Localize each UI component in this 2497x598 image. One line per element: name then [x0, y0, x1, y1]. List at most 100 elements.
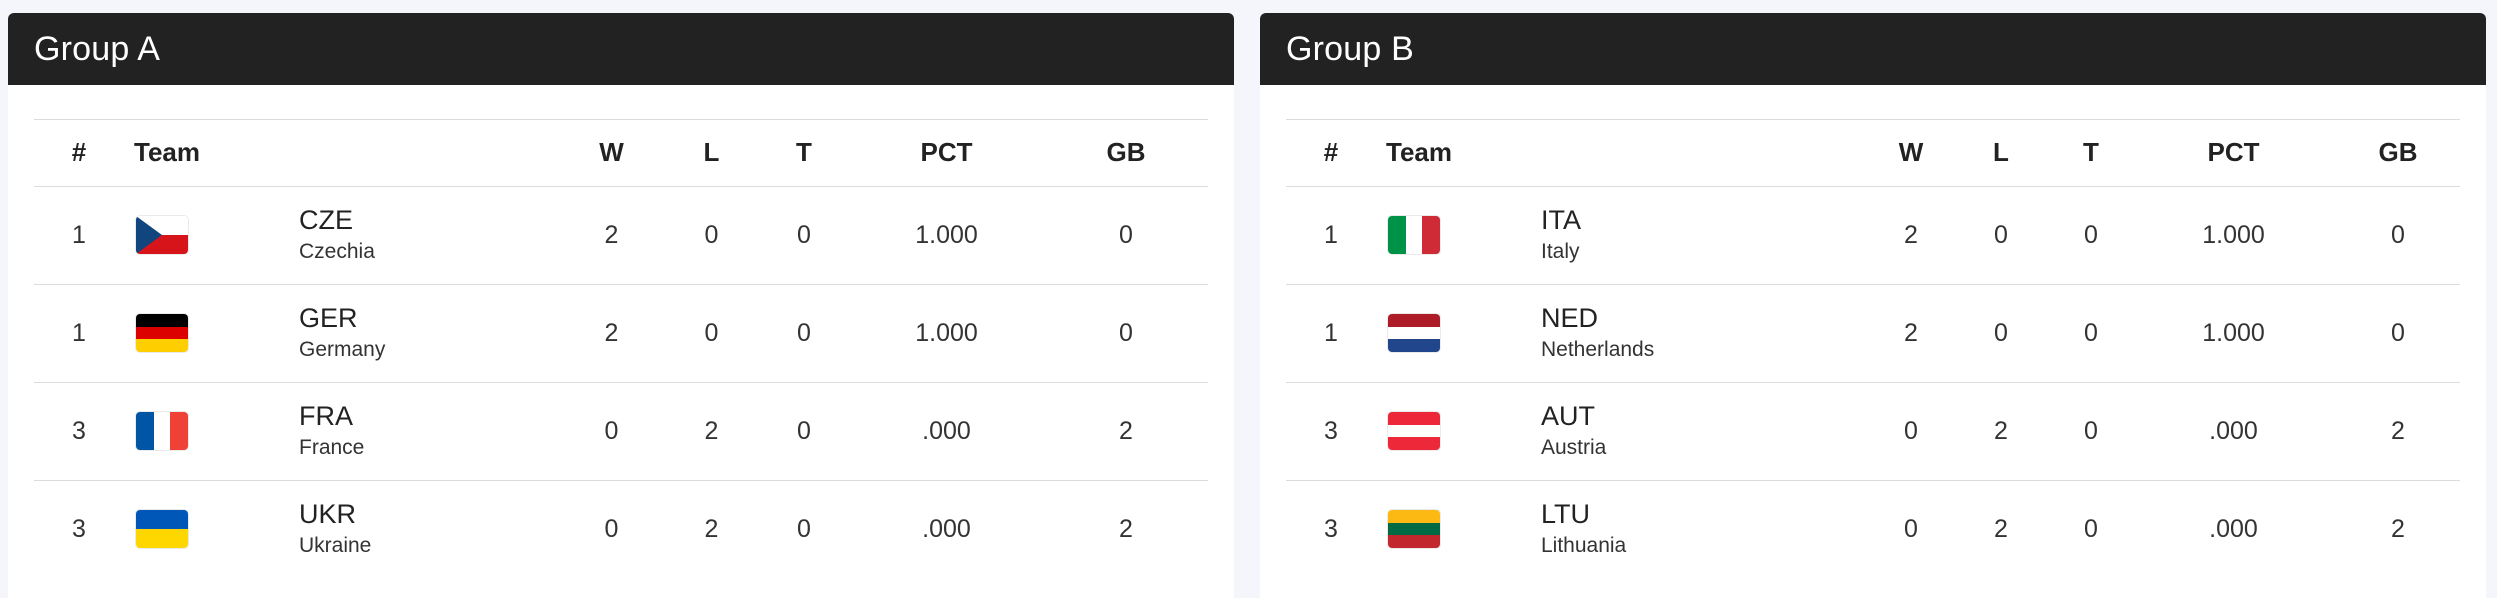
- losses-header[interactable]: L: [1951, 120, 2051, 187]
- table-row[interactable]: 1 ITA Italy 2 0 0 1.000 0: [1286, 186, 2460, 285]
- team-header[interactable]: Team: [124, 120, 559, 187]
- table-row[interactable]: 3 UKR Ukraine 0 2 0 .000 2: [34, 480, 1208, 578]
- country-name: France: [299, 436, 365, 459]
- team-code[interactable]: GER: [299, 303, 358, 333]
- pct-header[interactable]: PCT: [2131, 120, 2336, 187]
- country-name: Lithuania: [1541, 534, 1627, 558]
- team-code[interactable]: ITA: [1541, 205, 1581, 235]
- team-name-cell[interactable]: CZE Czechia: [299, 186, 559, 285]
- gb-header[interactable]: GB: [2336, 120, 2460, 187]
- gb-cell: 0: [1044, 186, 1208, 285]
- ties-header[interactable]: T: [759, 120, 849, 187]
- table-row[interactable]: 3 LTU Lithuania 0 2 0 .000 2: [1286, 480, 2460, 578]
- group-title: Group A: [8, 13, 1234, 85]
- pct-cell: 1.000: [2131, 284, 2336, 383]
- gb-cell: 2: [1044, 382, 1208, 481]
- ties-cell: 0: [2051, 186, 2131, 285]
- losses-cell: 2: [664, 382, 759, 481]
- ties-cell: 0: [797, 514, 811, 543]
- ukrainian-flag-icon[interactable]: [136, 510, 188, 549]
- ties-cell: 0: [759, 284, 849, 383]
- ties-cell: 0: [2051, 382, 2131, 481]
- pct-cell: .000: [2209, 514, 2258, 543]
- losses-cell: 2: [1994, 514, 2008, 543]
- rank-cell: 1: [1286, 186, 1376, 285]
- team-name-cell[interactable]: ITA Italy: [1541, 186, 1871, 285]
- ties-cell: 0: [759, 186, 849, 285]
- rank-cell: 3: [1324, 514, 1338, 543]
- rank-header[interactable]: #: [1286, 120, 1376, 187]
- gb-cell: 2: [1119, 514, 1133, 543]
- team-header[interactable]: Team: [1376, 120, 1871, 187]
- austrian-flag-icon[interactable]: [1388, 412, 1440, 450]
- german-flag-icon[interactable]: [136, 314, 188, 352]
- french-flag-icon[interactable]: [136, 412, 188, 450]
- losses-cell: 0: [664, 186, 759, 285]
- gb-header[interactable]: GB: [1044, 120, 1208, 187]
- country-name: Germany: [299, 338, 386, 361]
- table-row[interactable]: 1 NED Netherlands 2 0 0 1.000 0: [1286, 284, 2460, 383]
- wins-cell: 2: [1871, 186, 1951, 285]
- team-name-cell[interactable]: LTU Lithuania: [1541, 480, 1871, 578]
- table-row[interactable]: 1 GER Germany 2 0 0 1.000 0: [34, 284, 1208, 383]
- group-title: Group B: [1260, 13, 2486, 85]
- dutch-flag-icon[interactable]: [1388, 314, 1440, 352]
- team-code[interactable]: CZE: [299, 205, 353, 235]
- gb-cell: 0: [2336, 284, 2460, 383]
- wins-cell: 2: [559, 284, 664, 383]
- wins-header[interactable]: W: [1871, 120, 1951, 187]
- country-name: Austria: [1541, 436, 1607, 459]
- wins-cell: 0: [559, 382, 664, 481]
- rank-cell: 1: [34, 186, 124, 285]
- pct-cell: 1.000: [849, 284, 1044, 383]
- wins-header[interactable]: W: [559, 120, 664, 187]
- losses-cell: 2: [1951, 382, 2051, 481]
- standings-table: # Team W L T PCT GB 1: [1286, 120, 2460, 578]
- rank-cell: 1: [34, 284, 124, 383]
- losses-cell: 2: [704, 514, 719, 543]
- country-name: Czechia: [299, 240, 375, 263]
- team-name-cell[interactable]: FRA France: [299, 382, 559, 481]
- table-row[interactable]: 1 CZE Czechia 2 0 0 1.000 0: [34, 186, 1208, 285]
- table-row[interactable]: 3 AUT Austria 0 2 0 .000 2: [1286, 382, 2460, 481]
- gb-cell: 0: [1044, 284, 1208, 383]
- losses-cell: 0: [664, 284, 759, 383]
- table-row[interactable]: 3 FRA France 0 2 0 .000 2: [34, 382, 1208, 481]
- ties-cell: 0: [2051, 284, 2131, 383]
- pct-cell: 1.000: [849, 186, 1044, 285]
- team-name-cell[interactable]: AUT Austria: [1541, 382, 1871, 481]
- pct-cell: 1.000: [2131, 186, 2336, 285]
- team-code[interactable]: FRA: [299, 401, 353, 431]
- team-code[interactable]: AUT: [1541, 401, 1595, 431]
- rank-cell: 3: [34, 382, 124, 481]
- losses-cell: 0: [1951, 284, 2051, 383]
- team-code[interactable]: UKR: [299, 499, 357, 530]
- pct-cell: .000: [2131, 382, 2336, 481]
- team-code[interactable]: LTU: [1541, 499, 1591, 530]
- ties-cell: 0: [759, 382, 849, 481]
- rank-cell: 3: [1286, 382, 1376, 481]
- team-name-cell[interactable]: GER Germany: [299, 284, 559, 383]
- country-name: Italy: [1541, 240, 1580, 263]
- group-a-panel: Group A # Team W L T PCT GB: [8, 13, 1234, 598]
- ties-cell: 0: [2084, 514, 2098, 543]
- gb-cell: 0: [2336, 186, 2460, 285]
- pct-header[interactable]: PCT: [849, 120, 1044, 187]
- wins-cell: 2: [1871, 284, 1951, 383]
- team-code[interactable]: NED: [1541, 303, 1599, 333]
- team-name-cell[interactable]: UKR Ukraine: [299, 480, 559, 578]
- losses-header[interactable]: L: [664, 120, 759, 187]
- czech-flag-icon[interactable]: [136, 216, 188, 254]
- lithuanian-flag-icon[interactable]: [1388, 510, 1440, 549]
- wins-cell: 0: [604, 514, 619, 543]
- wins-cell: 0: [1904, 514, 1918, 543]
- italian-flag-icon[interactable]: [1388, 216, 1440, 254]
- losses-cell: 0: [1951, 186, 2051, 285]
- rank-header[interactable]: #: [34, 120, 124, 187]
- rank-cell: 3: [72, 514, 86, 543]
- rank-cell: 1: [1286, 284, 1376, 383]
- team-name-cell[interactable]: NED Netherlands: [1541, 284, 1871, 383]
- ties-header[interactable]: T: [2051, 120, 2131, 187]
- country-name: Ukraine: [299, 534, 372, 558]
- pct-cell: .000: [922, 514, 971, 543]
